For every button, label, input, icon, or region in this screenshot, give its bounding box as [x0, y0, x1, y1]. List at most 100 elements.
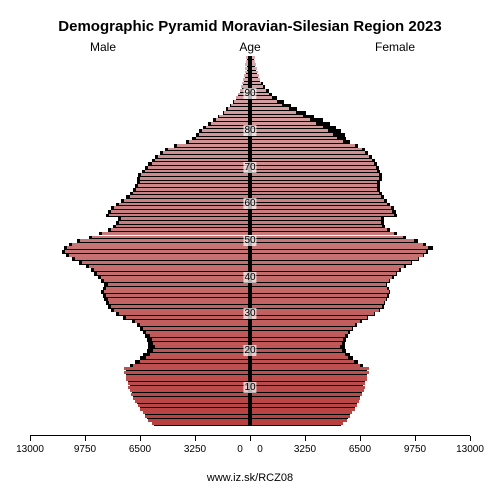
male-bar [150, 334, 248, 337]
age-row [30, 323, 470, 327]
male-bar [111, 210, 248, 213]
male-bar [245, 67, 248, 70]
male-bar [136, 188, 248, 191]
male-bar [126, 316, 248, 319]
age-row [30, 320, 470, 324]
male-bar [92, 236, 248, 239]
female-bar [252, 225, 382, 228]
male-bar [97, 272, 248, 275]
male-bar [155, 159, 248, 162]
x-tick-label: 9750 [74, 444, 96, 455]
age-row [30, 375, 470, 379]
male-bar [82, 261, 248, 264]
age-row [30, 82, 470, 86]
female-bar [252, 364, 360, 367]
male-bar [114, 206, 248, 209]
age-row [30, 173, 470, 177]
x-tick-mark [195, 436, 196, 441]
male-bar [148, 419, 248, 422]
female-bar [252, 323, 355, 326]
age-row [30, 411, 470, 415]
male-bar [244, 74, 248, 77]
male-bar [140, 408, 248, 411]
x-tick-label: 6500 [129, 444, 151, 455]
male-bar [109, 301, 248, 304]
source-url: www.iz.sk/RCZ08 [0, 472, 500, 484]
male-bar [108, 298, 248, 301]
age-row [30, 115, 470, 119]
age-row [30, 250, 470, 254]
male-bar [177, 144, 248, 147]
male-bar [109, 214, 248, 217]
male-bar [211, 122, 248, 125]
x-tick-mark [360, 436, 361, 441]
female-bar [252, 393, 362, 396]
age-tick-label: 70 [243, 162, 256, 173]
female-bar [252, 228, 387, 231]
age-row [30, 56, 470, 60]
male-bar [119, 221, 248, 224]
male-bar [152, 162, 248, 165]
male-bar [243, 78, 248, 81]
male-bar [234, 100, 248, 103]
female-bar [252, 78, 260, 81]
age-row [30, 188, 470, 192]
female-bar [252, 389, 364, 392]
female-bar [252, 246, 428, 249]
female-bar [252, 243, 423, 246]
age-row [30, 265, 470, 269]
age-row [30, 261, 470, 265]
female-bar [252, 104, 282, 107]
female-bar [252, 345, 340, 348]
female-bar [252, 144, 355, 147]
male-bar [124, 199, 248, 202]
male-bar [138, 404, 248, 407]
female-bar [252, 184, 377, 187]
age-row [30, 257, 470, 261]
male-bar [140, 181, 248, 184]
female-bar [252, 301, 384, 304]
male-bar [126, 378, 248, 381]
female-bar [252, 408, 355, 411]
female-bar [252, 312, 374, 315]
male-bar [111, 305, 248, 308]
female-bar [252, 236, 403, 239]
male-bar [124, 367, 248, 370]
female-bar [252, 151, 365, 154]
female-bar [252, 115, 303, 118]
age-row [30, 140, 470, 144]
age-tick-label: 60 [243, 198, 256, 209]
age-row [30, 327, 470, 331]
age-row [30, 104, 470, 108]
age-tick-label: 50 [243, 235, 256, 246]
male-bar [116, 225, 248, 228]
x-tick-mark [305, 436, 306, 441]
female-bar [252, 195, 381, 198]
female-bar [252, 272, 396, 275]
male-bar [168, 148, 248, 151]
female-bar [252, 316, 367, 319]
age-row [30, 78, 470, 82]
age-row [30, 155, 470, 159]
male-bar [219, 115, 248, 118]
x-tick-mark [85, 436, 86, 441]
female-bar [252, 133, 333, 136]
female-bar [252, 188, 377, 191]
female-bar [252, 56, 255, 59]
male-bar [75, 257, 248, 260]
male-bar [67, 246, 248, 249]
x-tick-label: 9750 [404, 444, 426, 455]
female-bar [252, 334, 345, 337]
male-bar [102, 232, 248, 235]
male-bar [111, 228, 248, 231]
male-bar [224, 111, 248, 114]
male-bar [114, 309, 248, 312]
age-row [30, 397, 470, 401]
age-row [30, 393, 470, 397]
female-bar [252, 159, 372, 162]
female-bar [252, 342, 342, 345]
female-bar [252, 415, 350, 418]
female-bar [252, 338, 343, 341]
age-row [30, 228, 470, 232]
age-row [30, 422, 470, 426]
